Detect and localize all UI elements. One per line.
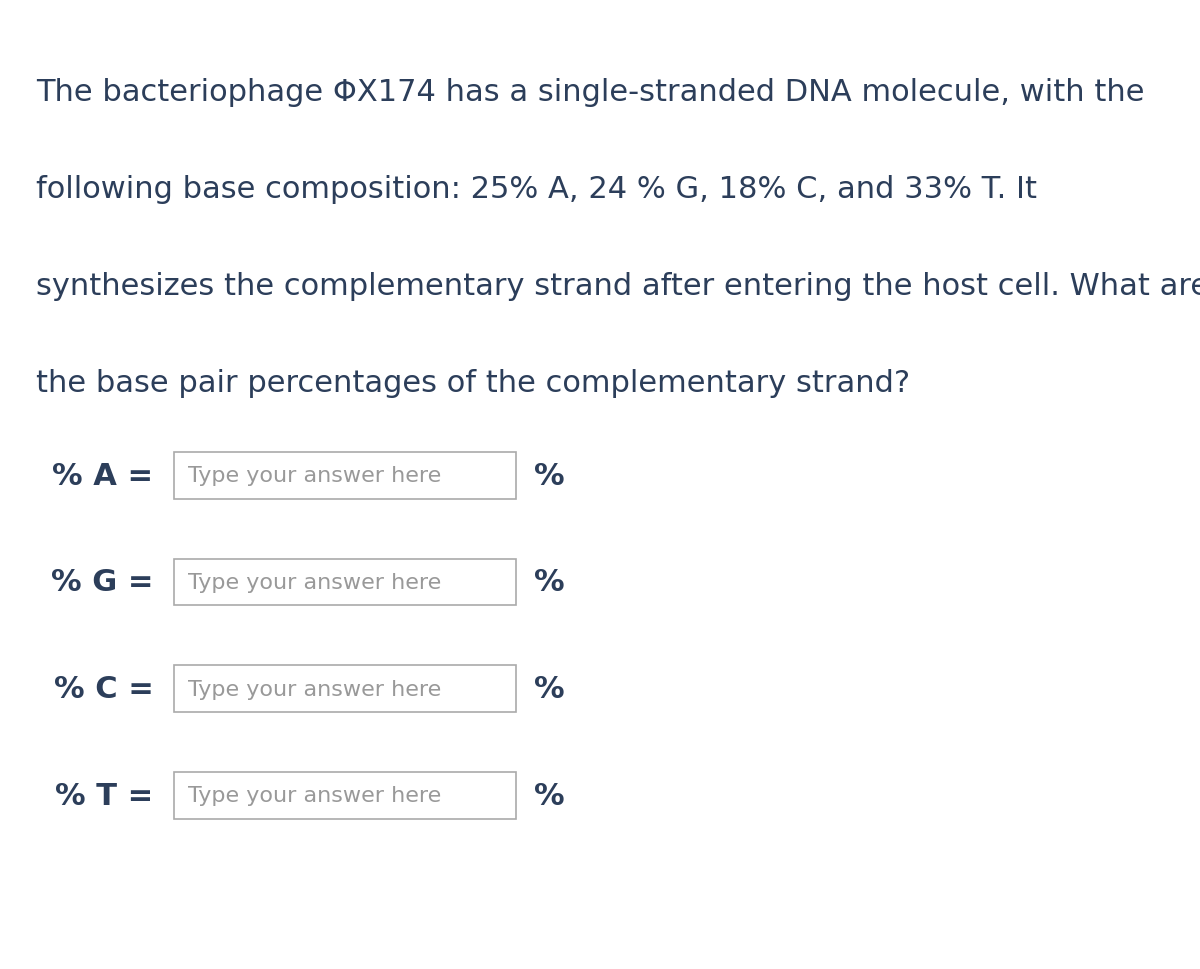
Text: synthesizes the complementary strand after entering the host cell. What are: synthesizes the complementary strand aft… [36, 271, 1200, 300]
FancyBboxPatch shape [174, 666, 516, 712]
Text: % A =: % A = [53, 461, 154, 490]
Text: % T =: % T = [55, 781, 154, 810]
FancyBboxPatch shape [174, 772, 516, 819]
Text: %: % [534, 461, 565, 490]
Text: Type your answer here: Type your answer here [188, 573, 442, 592]
Text: the base pair percentages of the complementary strand?: the base pair percentages of the complem… [36, 368, 910, 397]
Text: The bacteriophage ΦX174 has a single-stranded DNA molecule, with the: The bacteriophage ΦX174 has a single-str… [36, 78, 1145, 107]
Text: following base composition: 25% A, 24 % G, 18% C, and 33% T. It: following base composition: 25% A, 24 % … [36, 174, 1037, 203]
Text: % C =: % C = [54, 674, 154, 703]
Text: %: % [534, 674, 565, 703]
Text: % G =: % G = [52, 568, 154, 597]
Text: %: % [534, 781, 565, 810]
Text: %: % [534, 568, 565, 597]
Text: Type your answer here: Type your answer here [188, 679, 442, 699]
Text: Type your answer here: Type your answer here [188, 466, 442, 485]
FancyBboxPatch shape [174, 559, 516, 606]
Text: Type your answer here: Type your answer here [188, 786, 442, 805]
FancyBboxPatch shape [174, 453, 516, 499]
